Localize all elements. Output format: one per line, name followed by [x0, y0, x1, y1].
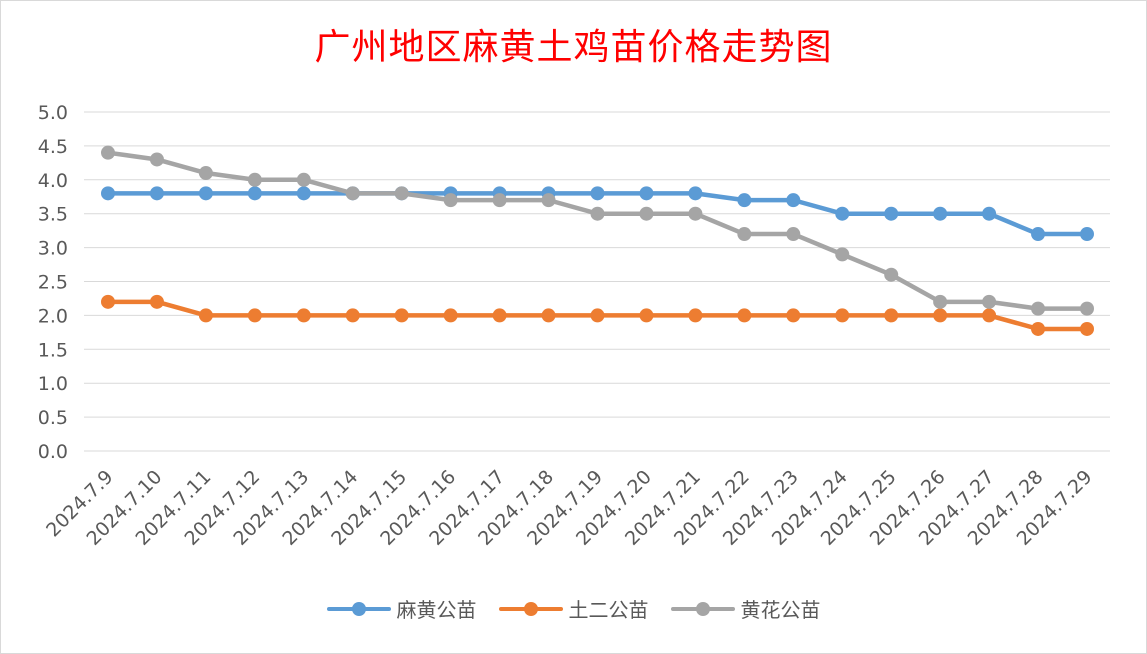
data-point — [786, 193, 801, 208]
data-point — [1031, 301, 1046, 316]
data-point — [639, 206, 654, 221]
data-point — [1080, 301, 1094, 316]
data-point — [541, 308, 556, 323]
legend-swatch — [498, 601, 563, 616]
data-point — [541, 193, 556, 208]
series-lines — [101, 145, 1094, 336]
data-point — [737, 227, 752, 242]
y-axis-tick-labels: 0.0 0.5 1.0 1.5 2.0 2.5 3.0 3.5 4.0 4.5 5.0 — [38, 102, 68, 463]
data-point — [149, 294, 164, 309]
data-point — [1031, 321, 1046, 336]
data-point — [688, 206, 703, 221]
data-point — [149, 152, 164, 167]
data-point — [1031, 227, 1046, 242]
data-point — [688, 308, 703, 323]
data-point — [345, 186, 360, 201]
legend-item: 土二公苗 — [498, 594, 649, 623]
data-point — [786, 308, 801, 323]
legend-item: 麻黄公苗 — [326, 594, 477, 623]
data-point — [884, 308, 899, 323]
y-tick-label: 4.5 — [38, 136, 68, 158]
gridlines — [84, 111, 1110, 452]
y-tick-label: 5.0 — [38, 102, 68, 124]
data-point — [639, 186, 654, 201]
data-point — [982, 206, 997, 221]
data-point — [394, 308, 409, 323]
data-point — [884, 267, 899, 282]
y-tick-label: 1.0 — [38, 373, 68, 395]
data-point — [590, 206, 605, 221]
data-point — [884, 206, 899, 221]
data-point — [247, 186, 262, 201]
data-point — [198, 166, 213, 181]
data-point — [247, 172, 262, 187]
data-point — [443, 308, 458, 323]
legend: 麻黄公苗 土二公苗 黄花公苗 — [0, 594, 1147, 623]
y-tick-label: 1.5 — [38, 339, 68, 361]
data-point — [394, 186, 409, 201]
data-point — [737, 193, 752, 208]
legend-item: 黄花公苗 — [670, 594, 821, 623]
data-point — [198, 186, 213, 201]
y-tick-label: 2.5 — [38, 272, 68, 294]
data-point — [296, 308, 311, 323]
data-point — [296, 172, 311, 187]
x-axis-tick-labels: 2024.7.92024.7.102024.7.112024.7.122024.… — [42, 466, 1096, 550]
data-point — [492, 193, 507, 208]
data-point — [639, 308, 654, 323]
chart-title: 广州地区麻黄土鸡苗价格走势图 — [314, 27, 833, 68]
y-tick-label: 2.0 — [38, 305, 68, 327]
data-point — [443, 193, 458, 208]
legend-label: 麻黄公苗 — [396, 598, 477, 622]
legend-label: 土二公苗 — [568, 598, 649, 622]
data-point — [101, 186, 115, 201]
data-point — [1080, 227, 1094, 242]
data-point — [835, 247, 850, 262]
data-point — [101, 294, 115, 309]
data-point — [101, 145, 115, 160]
data-point — [590, 308, 605, 323]
data-point — [786, 227, 801, 242]
legend-swatch — [326, 601, 391, 616]
legend-label: 黄花公苗 — [740, 598, 821, 622]
data-point — [492, 308, 507, 323]
legend-swatch — [670, 601, 735, 616]
data-point — [835, 206, 850, 221]
data-point — [247, 308, 262, 323]
data-point — [933, 294, 948, 309]
y-tick-label: 3.5 — [38, 204, 68, 226]
data-point — [982, 308, 997, 323]
data-point — [149, 186, 164, 201]
data-point — [933, 206, 948, 221]
y-tick-label: 3.0 — [38, 238, 68, 260]
data-point — [198, 308, 213, 323]
data-point — [835, 308, 850, 323]
data-point — [737, 308, 752, 323]
y-tick-label: 0.0 — [38, 441, 68, 463]
y-tick-label: 4.0 — [38, 170, 68, 192]
data-point — [590, 186, 605, 201]
data-point — [982, 294, 997, 309]
y-tick-label: 0.5 — [38, 407, 68, 429]
data-point — [345, 308, 360, 323]
data-point — [688, 186, 703, 201]
data-point — [296, 186, 311, 201]
data-point — [933, 308, 948, 323]
data-point — [1080, 321, 1094, 336]
